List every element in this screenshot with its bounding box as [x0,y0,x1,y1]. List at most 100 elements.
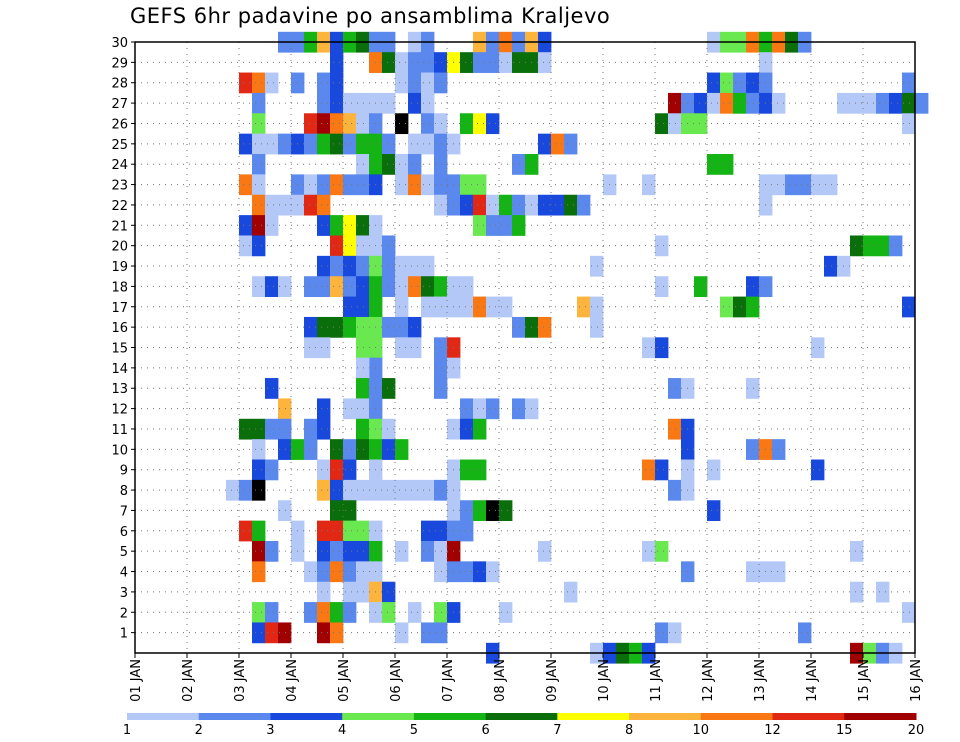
heatmap-cell [278,133,292,155]
colorbar-segment [198,713,271,720]
heatmap-cell [668,113,682,135]
y-tick-label: 28 [111,77,128,92]
heatmap-cell [330,174,344,196]
heatmap-cell [408,52,422,73]
y-tick-label: 24 [111,158,128,173]
heatmap-cells [226,31,929,664]
x-tick-label: 02 JAN [181,659,196,702]
heatmap-cell [408,154,422,175]
heatmap-cell [902,113,916,135]
y-axis-ticks: 1234567891011121314151617181920212223242… [111,36,135,642]
colorbar-segment [557,713,630,720]
heatmap-cell [642,174,656,196]
heatmap-cell [395,296,409,318]
heatmap-cell [239,479,253,501]
heatmap-cell [421,133,435,155]
x-tick-label: 05 JAN [337,659,352,702]
heatmap-cell [486,215,500,236]
heatmap-cell [317,622,331,644]
heatmap-cell [330,52,344,73]
heatmap-cell [473,459,487,481]
heatmap-cell [252,459,266,481]
heatmap-cell [915,92,929,114]
y-tick-label: 29 [111,56,128,71]
heatmap-cell [460,296,474,318]
heatmap-cell [512,398,526,420]
heatmap-cell [343,296,357,318]
heatmap-cell [512,194,526,216]
heatmap-cell [395,316,409,338]
heatmap-cell [434,194,448,216]
heatmap-cell [382,378,396,399]
colorbar-label: 10 [693,723,710,738]
heatmap-cell [317,174,331,196]
heatmap-cell [252,113,266,135]
heatmap-cell [265,602,279,623]
heatmap-cell [421,520,435,542]
heatmap-cell [850,581,864,603]
heatmap-cell [434,133,448,155]
y-tick-label: 18 [111,280,128,295]
heatmap-cell [356,378,370,399]
heatmap-cell [564,581,578,603]
heatmap-cell [330,235,344,257]
heatmap-cell [460,520,474,542]
heatmap-cell [278,439,292,460]
heatmap-cell [434,276,448,297]
heatmap-cell [265,622,279,644]
y-tick-label: 7 [120,504,128,519]
y-tick-label: 25 [111,138,128,153]
heatmap-cell [850,235,864,257]
y-tick-label: 13 [111,382,128,397]
heatmap-cell [382,154,396,175]
heatmap-cell [252,479,266,501]
heatmap-cell [798,174,812,196]
heatmap-cell [317,479,331,501]
colorbar-label: 6 [481,723,489,738]
heatmap-cell [733,296,747,318]
y-tick-label: 5 [120,545,128,560]
heatmap-cell [317,133,331,155]
x-tick-label: 16 JAN [909,659,924,702]
heatmap-cell [642,459,656,481]
heatmap-cell [486,500,500,522]
heatmap-cell [382,439,396,460]
heatmap-cell [408,255,422,277]
heatmap-cell [655,459,669,481]
heatmap-cell [460,276,474,297]
heatmap-cell [317,581,331,603]
heatmap-cell [538,540,552,562]
heatmap-cell [330,133,344,155]
heatmap-cell [382,316,396,338]
heatmap-cell [356,296,370,318]
heatmap-cell [395,72,409,94]
heatmap-cell [421,72,435,94]
heatmap-cell [304,602,318,623]
colorbar-segment [342,713,415,720]
heatmap-cell [317,398,331,420]
heatmap-cell [434,52,448,73]
y-tick-label: 6 [120,525,128,540]
heatmap-cell [395,113,409,135]
heatmap-cell [863,92,877,114]
colorbar-label: 3 [266,723,274,738]
heatmap-cell [642,540,656,562]
heatmap-cell [460,194,474,216]
heatmap-cell [421,255,435,277]
heatmap-cell [733,92,747,114]
heatmap-cell [512,154,526,175]
heatmap-cell [538,194,552,216]
x-tick-label: 12 JAN [701,659,716,702]
heatmap-cell [434,378,448,399]
heatmap-cell [473,418,487,440]
heatmap-cell [577,296,591,318]
colorbar-label: 15 [836,723,853,738]
y-tick-label: 14 [111,362,128,377]
heatmap-cell [408,92,422,114]
heatmap-cell [668,418,682,440]
heatmap-cell [343,276,357,297]
heatmap-cell [382,133,396,155]
heatmap-cell [460,418,474,440]
heatmap-cell [889,92,903,114]
heatmap-cell [317,418,331,440]
